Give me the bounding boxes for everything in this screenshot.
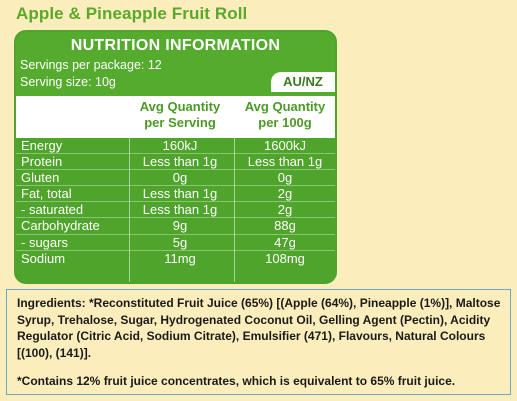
column-header-line: Avg Quantity — [244, 99, 326, 114]
footnote-text: *Contains 12% fruit juice concentrates, … — [17, 374, 456, 388]
per-serving-value: Less than 1g — [142, 186, 218, 202]
nutrient-name: Fat, total — [21, 186, 72, 202]
table-row: Fat, total Less than 1g 2g — [16, 186, 335, 203]
table-row: - sugars 5g 47g — [16, 235, 335, 251]
column-header-per-100g: Avg Quantity per 100g — [235, 99, 335, 131]
column-header-line: per 100g — [258, 115, 312, 130]
nutrient-name: Sodium — [21, 250, 66, 266]
nutrient-name: Gluten — [21, 170, 60, 186]
per-100g-value: 0g — [277, 170, 293, 186]
column-header-per-serving: Avg Quantity per Serving — [130, 99, 230, 131]
ingredients-text: Ingredients: *Reconstituted Fruit Juice … — [17, 296, 501, 360]
nutrition-panel: NUTRITION INFORMATION Servings per packa… — [14, 30, 337, 284]
nutrient-name: Carbohydrate — [21, 218, 100, 234]
column-header-line: per Serving — [144, 115, 216, 130]
table-row: Protein Less than 1g Less than 1g — [16, 154, 335, 171]
nutrition-title: NUTRITION INFORMATION — [70, 37, 281, 54]
table-row: Carbohydrate 9g 88g — [16, 218, 335, 235]
nutrient-name: - saturated — [21, 202, 84, 218]
table-row: Gluten 0g 0g — [16, 170, 335, 187]
per-100g-value: 47g — [274, 234, 296, 250]
panel-header: NUTRITION INFORMATION Servings per packa… — [16, 32, 335, 96]
column-header-line: Avg Quantity — [139, 99, 221, 114]
per-100g-value: 2g — [277, 202, 293, 218]
per-100g-value: 88g — [274, 218, 296, 234]
serving-size: Serving size: 10g — [20, 75, 116, 89]
region-badge: AU/NZ — [271, 72, 335, 92]
nutrient-name: - sugars — [21, 234, 68, 250]
per-serving-value: 11mg — [164, 250, 196, 266]
nutrient-name: Protein — [21, 154, 63, 170]
per-100g-value: 1600kJ — [264, 138, 306, 153]
table-row: Sodium 11mg 108mg — [16, 251, 335, 267]
per-serving-value: 160kJ — [162, 138, 198, 153]
nutrient-name: Energy — [21, 138, 63, 153]
per-100g-value: 2g — [277, 186, 293, 202]
per-serving-value: 9g — [172, 218, 188, 234]
table-row: - saturated Less than 1g 2g — [16, 202, 335, 219]
column-divider — [234, 138, 235, 282]
nutrition-rows: Energy 160kJ 1600kJ Protein Less than 1g… — [16, 138, 335, 267]
product-title: Apple & Pineapple Fruit Roll — [16, 4, 248, 23]
ingredients-box: Ingredients: *Reconstituted Fruit Juice … — [6, 289, 511, 395]
servings-per-package: Servings per package: 12 — [20, 58, 162, 72]
column-headers: Avg Quantity per Serving Avg Quantity pe… — [16, 96, 335, 138]
table-row: Energy 160kJ 1600kJ — [16, 138, 335, 155]
per-serving-value: Less than 1g — [142, 154, 218, 170]
per-serving-value: 0g — [172, 170, 188, 186]
column-divider — [129, 138, 130, 282]
per-100g-value: Less than 1g — [247, 154, 323, 170]
per-100g-value: 108mg — [265, 250, 305, 266]
per-serving-value: Less than 1g — [142, 202, 218, 218]
per-serving-value: 5g — [172, 234, 188, 250]
